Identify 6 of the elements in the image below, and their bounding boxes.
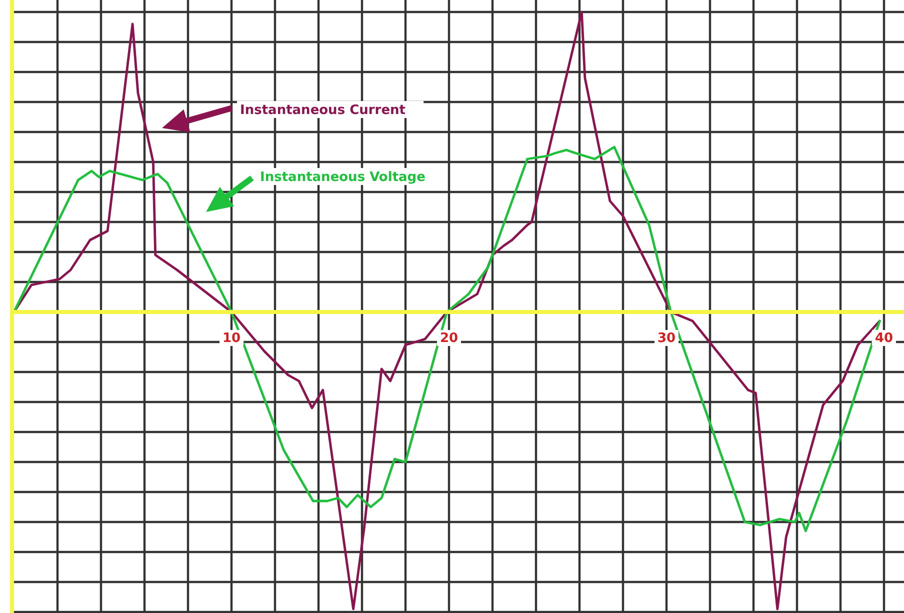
x-tick-label: 30 [657,331,676,346]
x-tick-label: 20 [440,331,458,346]
text: Instantaneous Voltage [260,170,426,185]
x-tick-label: 40 [874,331,894,346]
text: Instantaneous Current [240,103,406,118]
x-tick-label: 10 [222,331,241,346]
